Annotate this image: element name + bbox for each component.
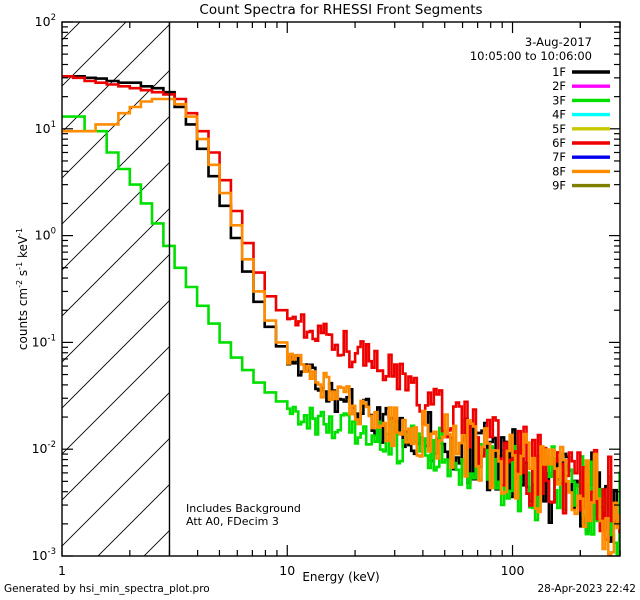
legend-label-8F: 8F — [552, 164, 566, 178]
y-tick-label: 10-2 — [32, 440, 56, 456]
axis-ticks — [61, 21, 621, 557]
observation-date: 3-Aug-2017 — [525, 35, 592, 49]
x-tick-label: 10 — [279, 563, 295, 578]
svg-text:counts cm-2 s-1 keV-1: counts cm-2 s-1 keV-1 — [15, 228, 30, 350]
legend-label-4F: 4F — [552, 108, 566, 122]
curve-8F — [62, 97, 620, 556]
data-curves — [62, 75, 620, 556]
legend-label-5F: 5F — [552, 122, 566, 136]
page-title: Count Spectra for RHESSI Front Segments — [199, 2, 482, 18]
y-tick-label: 10-3 — [32, 547, 56, 563]
x-axis-label: Energy (keV) — [302, 570, 379, 584]
footer-generator: Generated by hsi_min_spectra_plot.pro — [4, 583, 210, 595]
x-tick-label: 1 — [58, 563, 66, 578]
legend-label-9F: 9F — [552, 179, 566, 193]
y-tick-label: 101 — [35, 120, 56, 136]
x-tick-label: 100 — [501, 563, 525, 578]
y-tick-label: 102 — [35, 13, 56, 29]
y-axis-label: counts cm-2 s-1 keV-1 — [15, 228, 30, 350]
legend-label-2F: 2F — [552, 79, 566, 93]
axis-tick-labels: 1 10 100 102 101 100 10-1 10-2 10-3 — [32, 13, 525, 578]
plot-frame — [61, 21, 621, 557]
background-note: Includes Background — [186, 502, 301, 515]
legend-label-3F: 3F — [552, 93, 566, 107]
observation-time-range: 10:05:00 to 10:06:00 — [470, 49, 592, 63]
legend-label-6F: 6F — [552, 136, 566, 150]
y-tick-label: 10-1 — [32, 333, 56, 349]
curve-6F — [62, 75, 620, 541]
curve-3F — [62, 115, 620, 556]
footer-timestamp: 28-Apr-2023 22:42 — [537, 583, 636, 595]
y-tick-label: 100 — [35, 227, 56, 243]
legend-label-1F: 1F — [552, 65, 566, 79]
legend-label-7F: 7F — [552, 150, 566, 164]
attenuator-note: Att A0, FDecim 3 — [186, 515, 279, 528]
